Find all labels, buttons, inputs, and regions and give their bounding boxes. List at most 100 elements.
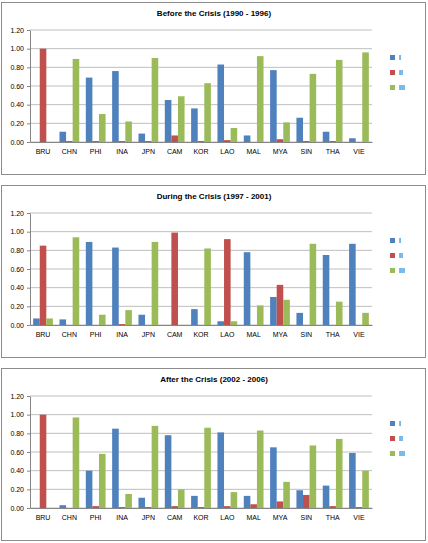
x-tick: CHN — [62, 508, 77, 521]
grid-line — [30, 452, 372, 453]
bar — [362, 52, 369, 142]
grid-line — [30, 250, 372, 251]
x-tick-label: INA — [116, 514, 128, 521]
x-tick: MAL — [246, 325, 261, 338]
bar — [152, 58, 159, 142]
bar — [283, 300, 290, 325]
legend-swatch — [390, 85, 395, 90]
bar — [198, 507, 205, 508]
grid-line — [30, 67, 372, 68]
bar — [66, 141, 73, 142]
x-tick-label: THA — [326, 514, 340, 521]
bar — [165, 325, 172, 326]
bar — [46, 508, 53, 509]
x-tick: JPN — [142, 508, 155, 521]
bar — [138, 315, 145, 325]
x-tick-label: JPN — [142, 514, 155, 521]
bar — [33, 508, 40, 509]
bar — [231, 321, 238, 325]
grid — [30, 30, 372, 142]
bar — [270, 70, 277, 142]
bar — [145, 507, 152, 508]
bar — [277, 139, 284, 142]
bar — [73, 417, 80, 508]
x-tick: LAO — [220, 508, 235, 521]
grid-line — [30, 231, 372, 232]
y-tick-label: 1.00 — [10, 228, 24, 235]
x-tick: THA — [326, 508, 340, 521]
bar — [277, 501, 284, 508]
bar — [198, 325, 205, 326]
bar — [119, 324, 126, 325]
grid-line — [30, 508, 372, 509]
x-tick-label: INA — [116, 148, 128, 155]
bar — [178, 96, 185, 142]
x-tick-label: PHI — [90, 514, 102, 521]
x-tick-label: JPN — [142, 148, 155, 155]
x-tick-label: VIE — [353, 331, 365, 338]
x-tick-label: CAM — [167, 331, 183, 338]
y-axis-line — [30, 397, 31, 509]
y-tick-mark — [27, 471, 30, 472]
x-tick-label: SIN — [300, 514, 312, 521]
grid-line — [30, 104, 372, 105]
legend: IIIIII — [390, 420, 405, 457]
bar — [257, 56, 264, 142]
x-tick-label: THA — [326, 148, 340, 155]
y-tick-mark — [27, 30, 30, 31]
x-tick: SIN — [300, 142, 312, 155]
x-tick: PHI — [90, 142, 102, 155]
bar — [204, 83, 211, 142]
bar — [33, 318, 40, 325]
y-tick-label: 1.00 — [10, 411, 24, 418]
y-tick: 0.20 — [10, 303, 30, 310]
x-tick-label: KOR — [193, 331, 208, 338]
legend-label: II — [399, 69, 403, 76]
bar — [224, 506, 231, 508]
bar — [171, 506, 178, 508]
grid-line — [30, 306, 372, 307]
y-tick-label: 0.00 — [10, 322, 24, 329]
bar — [59, 505, 66, 508]
bar — [138, 498, 145, 508]
bar — [329, 506, 336, 508]
y-tick-mark — [27, 433, 30, 434]
bar — [73, 59, 80, 142]
grid-line — [30, 414, 372, 415]
y-axis: 0.000.200.400.600.801.001.20 — [10, 210, 30, 329]
x-tick-label: CHN — [62, 148, 77, 155]
bar — [40, 49, 47, 142]
bar — [296, 490, 303, 508]
y-tick-label: 0.60 — [10, 266, 24, 273]
bar — [283, 482, 290, 508]
bar — [66, 508, 73, 509]
bar — [329, 325, 336, 326]
legend-swatch — [390, 268, 395, 273]
x-tick: BRU — [36, 508, 51, 521]
x-tick: CAM — [167, 508, 183, 521]
y-tick-label: 1.00 — [10, 45, 24, 52]
bar — [152, 242, 159, 325]
legend-swatch — [390, 436, 395, 441]
x-axis-line — [31, 325, 373, 326]
bar — [356, 507, 363, 508]
y-tick-label: 1.20 — [10, 210, 24, 217]
y-tick: 0.20 — [10, 486, 30, 493]
bar-series — [59, 65, 355, 142]
y-tick-mark — [27, 213, 30, 214]
bar — [171, 233, 178, 325]
y-tick-mark — [27, 508, 30, 509]
x-tick-label: CAM — [167, 148, 183, 155]
grid-line — [30, 489, 372, 490]
y-tick: 0.00 — [10, 139, 30, 146]
bar — [152, 426, 159, 508]
bar-series — [73, 52, 369, 142]
y-tick: 0.80 — [10, 247, 30, 254]
chart-title: After the Crisis (2002 - 2006) — [160, 375, 268, 384]
y-tick-label: 0.80 — [10, 247, 24, 254]
y-tick-mark — [27, 49, 30, 50]
x-tick-label: PHI — [90, 148, 102, 155]
y-tick-mark — [27, 123, 30, 124]
x-tick-label: SIN — [300, 148, 312, 155]
x-tick-label: CAM — [167, 514, 183, 521]
